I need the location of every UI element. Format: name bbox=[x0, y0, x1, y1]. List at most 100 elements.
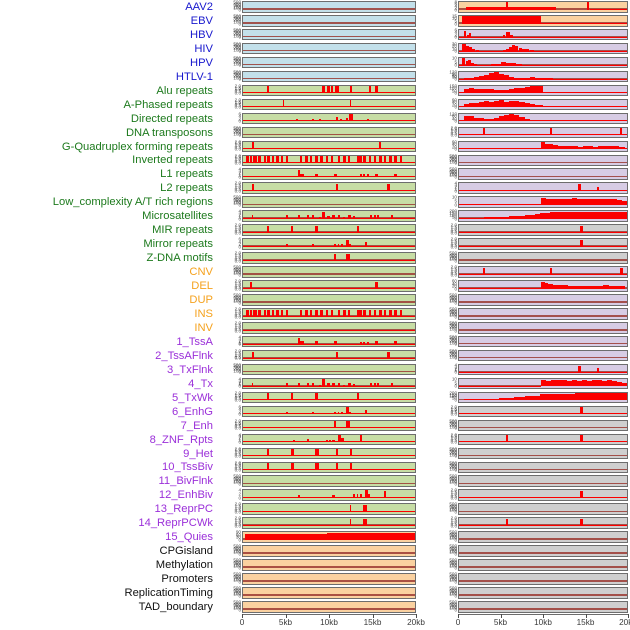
track-plot[interactable] bbox=[242, 517, 416, 529]
track-plot[interactable] bbox=[242, 601, 416, 613]
track-plot[interactable] bbox=[242, 252, 416, 264]
track-plot[interactable] bbox=[458, 252, 628, 264]
track-plot[interactable] bbox=[242, 559, 416, 571]
track-plot[interactable] bbox=[242, 321, 416, 334]
track-plot[interactable] bbox=[458, 363, 628, 376]
track-plot[interactable] bbox=[242, 433, 416, 446]
track-plot[interactable] bbox=[458, 56, 628, 69]
track-plot[interactable] bbox=[458, 475, 628, 487]
track-plot[interactable] bbox=[458, 210, 628, 222]
data-bar bbox=[482, 267, 485, 275]
track-plot[interactable] bbox=[242, 196, 416, 208]
track-plot[interactable] bbox=[458, 601, 628, 613]
track-plot[interactable] bbox=[242, 98, 416, 111]
track-plot[interactable] bbox=[242, 266, 416, 278]
track-plot[interactable] bbox=[458, 321, 628, 334]
track-plot[interactable] bbox=[458, 1, 628, 13]
track-plot[interactable] bbox=[242, 531, 416, 543]
track-plot[interactable] bbox=[242, 42, 416, 55]
track-plot[interactable] bbox=[242, 503, 416, 515]
track-plot[interactable] bbox=[242, 28, 416, 41]
track-plot[interactable] bbox=[458, 280, 628, 292]
track-plot[interactable] bbox=[458, 489, 628, 501]
track-plot[interactable] bbox=[458, 349, 628, 362]
track-plot[interactable] bbox=[458, 503, 628, 515]
track-plot[interactable] bbox=[242, 154, 416, 167]
track-plot[interactable] bbox=[458, 14, 628, 27]
track-plot[interactable] bbox=[242, 447, 416, 460]
track-plot[interactable] bbox=[242, 475, 416, 487]
track-plot[interactable] bbox=[242, 461, 416, 474]
track-plot[interactable] bbox=[458, 405, 628, 418]
track-plot[interactable] bbox=[458, 308, 628, 320]
track-plot[interactable] bbox=[458, 266, 628, 278]
track-plot[interactable] bbox=[242, 84, 416, 97]
track-plot[interactable] bbox=[458, 70, 628, 83]
track-plot[interactable] bbox=[242, 587, 416, 599]
track-plot[interactable] bbox=[458, 391, 628, 404]
track-plot[interactable] bbox=[458, 433, 628, 446]
track-plot[interactable] bbox=[242, 210, 416, 222]
data-bar bbox=[474, 77, 480, 80]
track-plot[interactable] bbox=[458, 224, 628, 236]
yaxis-tick: 200 bbox=[449, 353, 457, 359]
track-plot[interactable] bbox=[458, 140, 628, 153]
yaxis-tick: 300 bbox=[449, 351, 457, 357]
track-plot[interactable] bbox=[458, 28, 628, 41]
track-plot[interactable] bbox=[458, 84, 628, 97]
track-plot[interactable] bbox=[458, 447, 628, 460]
yaxis-tick: 2.0 bbox=[450, 236, 457, 242]
track-plot[interactable] bbox=[458, 531, 628, 543]
track-plot[interactable] bbox=[242, 126, 416, 139]
track-plot[interactable] bbox=[458, 377, 628, 390]
track-plot[interactable] bbox=[242, 405, 416, 418]
data-bar bbox=[340, 118, 343, 122]
track-plot[interactable] bbox=[242, 573, 416, 585]
track-plot[interactable] bbox=[458, 573, 628, 585]
track-plot[interactable] bbox=[458, 517, 628, 529]
track-plot[interactable] bbox=[242, 182, 416, 194]
track-plot[interactable] bbox=[242, 168, 416, 180]
data-bar bbox=[459, 106, 627, 108]
data-bar bbox=[544, 283, 549, 289]
track-plot[interactable] bbox=[242, 294, 416, 306]
track-plot[interactable] bbox=[242, 224, 416, 236]
track-plot[interactable] bbox=[242, 391, 416, 404]
track-plot[interactable] bbox=[242, 280, 416, 292]
track-plot[interactable] bbox=[242, 363, 416, 376]
track-plot[interactable] bbox=[458, 196, 628, 208]
track-plot[interactable] bbox=[458, 545, 628, 557]
track-plot[interactable] bbox=[242, 545, 416, 557]
track-plot[interactable] bbox=[242, 238, 416, 250]
track-plot[interactable] bbox=[242, 489, 416, 501]
track-plot[interactable] bbox=[458, 182, 628, 194]
track-plot[interactable] bbox=[458, 559, 628, 571]
yaxis-tick: 0 bbox=[454, 551, 457, 557]
track-row: 2.0 1.5 1.0 0.5 0.0 bbox=[216, 154, 416, 167]
track-plot[interactable] bbox=[242, 308, 416, 320]
track-plot[interactable] bbox=[458, 154, 628, 167]
track-plot[interactable] bbox=[458, 294, 628, 306]
yaxis-tick: 4 bbox=[454, 30, 457, 36]
track-plot[interactable] bbox=[458, 42, 628, 55]
track-plot[interactable] bbox=[242, 56, 416, 69]
track-plot[interactable] bbox=[458, 587, 628, 599]
track-plot[interactable] bbox=[242, 112, 416, 125]
track-plot[interactable] bbox=[458, 461, 628, 474]
track-plot[interactable] bbox=[458, 335, 628, 348]
track-plot[interactable] bbox=[458, 238, 628, 250]
track-plot[interactable] bbox=[458, 168, 628, 180]
track-plot[interactable] bbox=[242, 14, 416, 27]
track-plot[interactable] bbox=[242, 140, 416, 153]
track-plot[interactable] bbox=[242, 419, 416, 432]
track-plot[interactable] bbox=[242, 377, 416, 390]
track-row: 500 400 300 200 100 0 bbox=[216, 293, 416, 306]
track-plot[interactable] bbox=[242, 335, 416, 348]
track-plot[interactable] bbox=[458, 419, 628, 432]
track-plot[interactable] bbox=[242, 349, 416, 362]
track-plot[interactable] bbox=[242, 70, 416, 83]
track-plot[interactable] bbox=[458, 126, 628, 139]
track-plot[interactable] bbox=[458, 112, 628, 125]
track-plot[interactable] bbox=[242, 1, 416, 13]
track-plot[interactable] bbox=[458, 98, 628, 111]
